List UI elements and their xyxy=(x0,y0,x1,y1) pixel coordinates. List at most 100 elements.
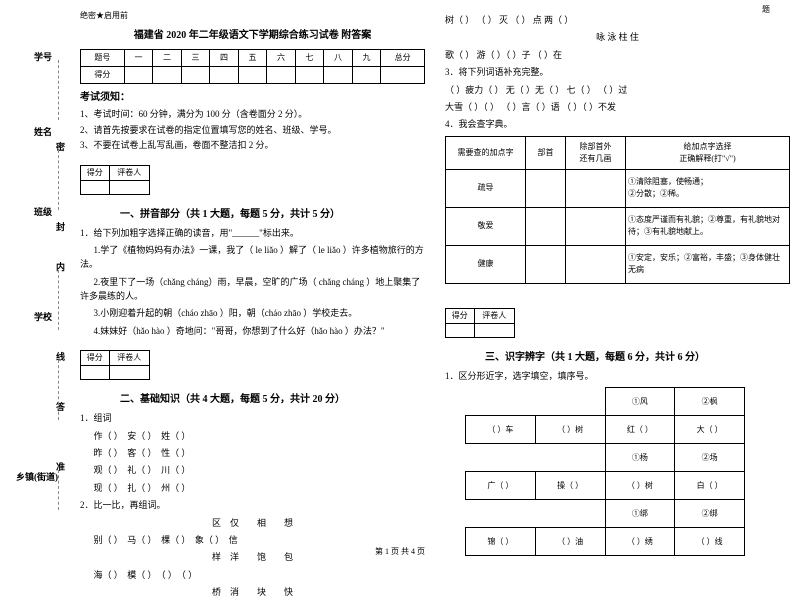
table-row: 需要查的加点字 部首 除部首外 还有几画 给加点字选择 正确解释(打"√") xyxy=(446,136,790,169)
section-title: 二、基础知识（共 4 大题，每题 5 分，共计 20 分） xyxy=(120,392,425,407)
question-item: 2.夜里下了一场（chǎng cháng）雨，早晨，空旷的广场（ chǎng c… xyxy=(80,275,425,304)
cell: 一 xyxy=(124,50,153,67)
cell: 得分 xyxy=(81,165,110,180)
cell: 敬爱 xyxy=(446,207,526,245)
cell: 得分 xyxy=(81,351,110,366)
question: 1．区分形近字，选字填空，填序号。 xyxy=(445,369,790,383)
notice-item: 3、不要在试卷上乱写乱画，卷面不整洁扣 2 分。 xyxy=(80,139,425,153)
cell: 总分 xyxy=(381,50,425,67)
cell: 大（ ） xyxy=(675,416,745,444)
label-student-id: 学号 xyxy=(34,50,52,63)
word-item: 礼（ ） xyxy=(127,465,152,475)
cell: （ ）树 xyxy=(605,472,675,500)
word-item: 作（ ） xyxy=(94,431,119,441)
question: 2．比一比，再组词。 xyxy=(80,498,425,512)
score-box: 得分评卷人 xyxy=(80,346,425,384)
notice-item: 2、请首先按要求在试卷的指定位置填写您的姓名、班级、学号。 xyxy=(80,124,425,138)
word-item: 现（ ） xyxy=(94,483,119,493)
table-row: ①风 ②枫 xyxy=(466,388,745,416)
cell: 白（ ） xyxy=(675,472,745,500)
cell: （ ）车 xyxy=(466,416,536,444)
cell: 得分 xyxy=(446,308,475,323)
text-line: 大雪（ ）（ ） （ ）言（ ）语 （ ）（ ）不发 xyxy=(445,100,790,114)
label-class: 班级 xyxy=(34,205,52,218)
table-row: 敬爱 ①态度严谨而有礼貌；②尊重，有礼貌地对待；③有礼貌地献上。 xyxy=(446,207,790,245)
table-row: ①绑 ②绑 xyxy=(466,500,745,528)
left-column: 绝密★启用前 福建省 2020 年二年级语文下学期综合练习试卷 附答案 题号 一… xyxy=(80,10,425,603)
word-item: 性（ ） xyxy=(161,448,190,458)
section-title: 一、拼音部分（共 1 大题，每题 5 分，共计 5 分） xyxy=(120,207,425,222)
cell: ①风 xyxy=(605,388,675,416)
cell: ①清除阻塞，使畅通； ②分散；②稀。 xyxy=(626,169,790,207)
seal-mark: 封 xyxy=(56,220,65,233)
binding-line xyxy=(58,150,59,210)
cell: 操（ ） xyxy=(535,472,605,500)
score-box: 得分评卷人 xyxy=(80,161,425,199)
cell: 评卷人 xyxy=(109,165,150,180)
text-line: 树（ ） （ ） 灭 （ ） 点 两（ ） xyxy=(445,13,790,27)
label-name: 姓名 xyxy=(34,125,52,138)
text-line: （ ）疲力（ ） 无（ ）无（ ） 七（ ） （ ）过 xyxy=(445,83,790,97)
binding-line xyxy=(58,60,59,120)
cell: 六 xyxy=(267,50,296,67)
word-item: 姓（ ） xyxy=(161,431,190,441)
section-title: 三、识字辨字（共 1 大题，每题 6 分，共计 6 分） xyxy=(485,350,790,365)
table-row: 广（ ） 操（ ） （ ）树 白（ ） xyxy=(466,472,745,500)
cell: ②枫 xyxy=(675,388,745,416)
cell: 健康 xyxy=(446,245,526,283)
word-item: 观（ ） xyxy=(94,465,119,475)
header-cell: 部首 xyxy=(526,136,566,169)
label-school: 学校 xyxy=(34,310,52,323)
word-item: 扎（ ） xyxy=(127,483,152,493)
table-row: 得分 xyxy=(81,67,425,84)
word-item: 昨（ ） xyxy=(94,448,119,458)
question: 4．我会查字典。 xyxy=(445,117,790,131)
cell: ①态度严谨而有礼貌；②尊重，有礼貌地对待；③有礼貌地献上。 xyxy=(626,207,790,245)
binding-line xyxy=(58,360,59,420)
cell: 八 xyxy=(324,50,353,67)
cell: 红（ ） xyxy=(605,416,675,444)
header-cell: 给加点字选择 正确解释(打"√") xyxy=(626,136,790,169)
table-row: 题号 一 二 三 四 五 六 七 八 九 总分 xyxy=(81,50,425,67)
table-row: 健康 ①安定，安乐；②富裕，丰盛；③身体健壮无病 xyxy=(446,245,790,283)
question-item: 4.妹妹好（hǎo hào ）奇地问："哥哥，你想到了什么好（hǎo hào ）… xyxy=(80,324,425,338)
cell: 评卷人 xyxy=(474,308,515,323)
question: 3．将下列词语补充完整。 xyxy=(445,65,790,79)
cell: 七 xyxy=(295,50,324,67)
cell: 广（ ） xyxy=(466,472,536,500)
word-item: 安（ ） xyxy=(127,431,152,441)
notice-item: 1、考试时间：60 分钟，满分为 100 分（含卷面分 2 分）。 xyxy=(80,108,425,122)
question: 1．组词 xyxy=(80,411,425,425)
table-row: （ ）车 （ ）树 红（ ） 大（ ） xyxy=(466,416,745,444)
word-item: 客（ ） xyxy=(127,448,152,458)
cell: 三 xyxy=(181,50,210,67)
question: 1．给下列加粗字选择正确的读音，用"______"标出来。 xyxy=(80,226,425,240)
page-number: 第 1 页 共 4 页 xyxy=(0,546,800,557)
dictionary-lookup-table: 需要查的加点字 部首 除部首外 还有几画 给加点字选择 正确解释(打"√") 疏… xyxy=(445,136,790,284)
table-row: ①杨 ②场 xyxy=(466,444,745,472)
label-township: 乡镇(街道) xyxy=(16,470,58,483)
paper-title: 福建省 2020 年二年级语文下学期综合练习试卷 附答案 xyxy=(80,28,425,43)
binding-line xyxy=(58,270,59,330)
score-header-table: 题号 一 二 三 四 五 六 七 八 九 总分 得分 xyxy=(80,49,425,84)
cell: 得分 xyxy=(81,67,125,84)
score-box: 得分评卷人 xyxy=(445,304,790,342)
cell: ②场 xyxy=(675,444,745,472)
text-line: 咏 泳 柱 住 xyxy=(445,30,790,44)
cell: 评卷人 xyxy=(109,351,150,366)
cell: （ ）树 xyxy=(535,416,605,444)
cell: 二 xyxy=(153,50,182,67)
word-selection-table: ①风 ②枫 （ ）车 （ ）树 红（ ） 大（ ） ①杨 ②场 广（ ） 操（ … xyxy=(465,387,745,556)
cell: 四 xyxy=(210,50,239,67)
notice-title: 考试须知： xyxy=(80,90,425,105)
header-cell: 除部首外 还有几画 xyxy=(566,136,626,169)
table-row: 疏导 ①清除阻塞，使畅通； ②分散；②稀。 xyxy=(446,169,790,207)
binding-line xyxy=(58,470,59,510)
right-column: 树（ ） （ ） 灭 （ ） 点 两（ ） 咏 泳 柱 住 歌（ ） 游（ ）（… xyxy=(445,10,790,603)
word-item: 州（ ） xyxy=(161,483,190,493)
cell: ①安定，安乐；②富裕，丰盛；③身体健壮无病 xyxy=(626,245,790,283)
cell: 题号 xyxy=(81,50,125,67)
cell: 九 xyxy=(352,50,381,67)
cell: 五 xyxy=(238,50,267,67)
text-line: 歌（ ） 游（ ）（ ）子 （ ）在 xyxy=(445,48,790,62)
